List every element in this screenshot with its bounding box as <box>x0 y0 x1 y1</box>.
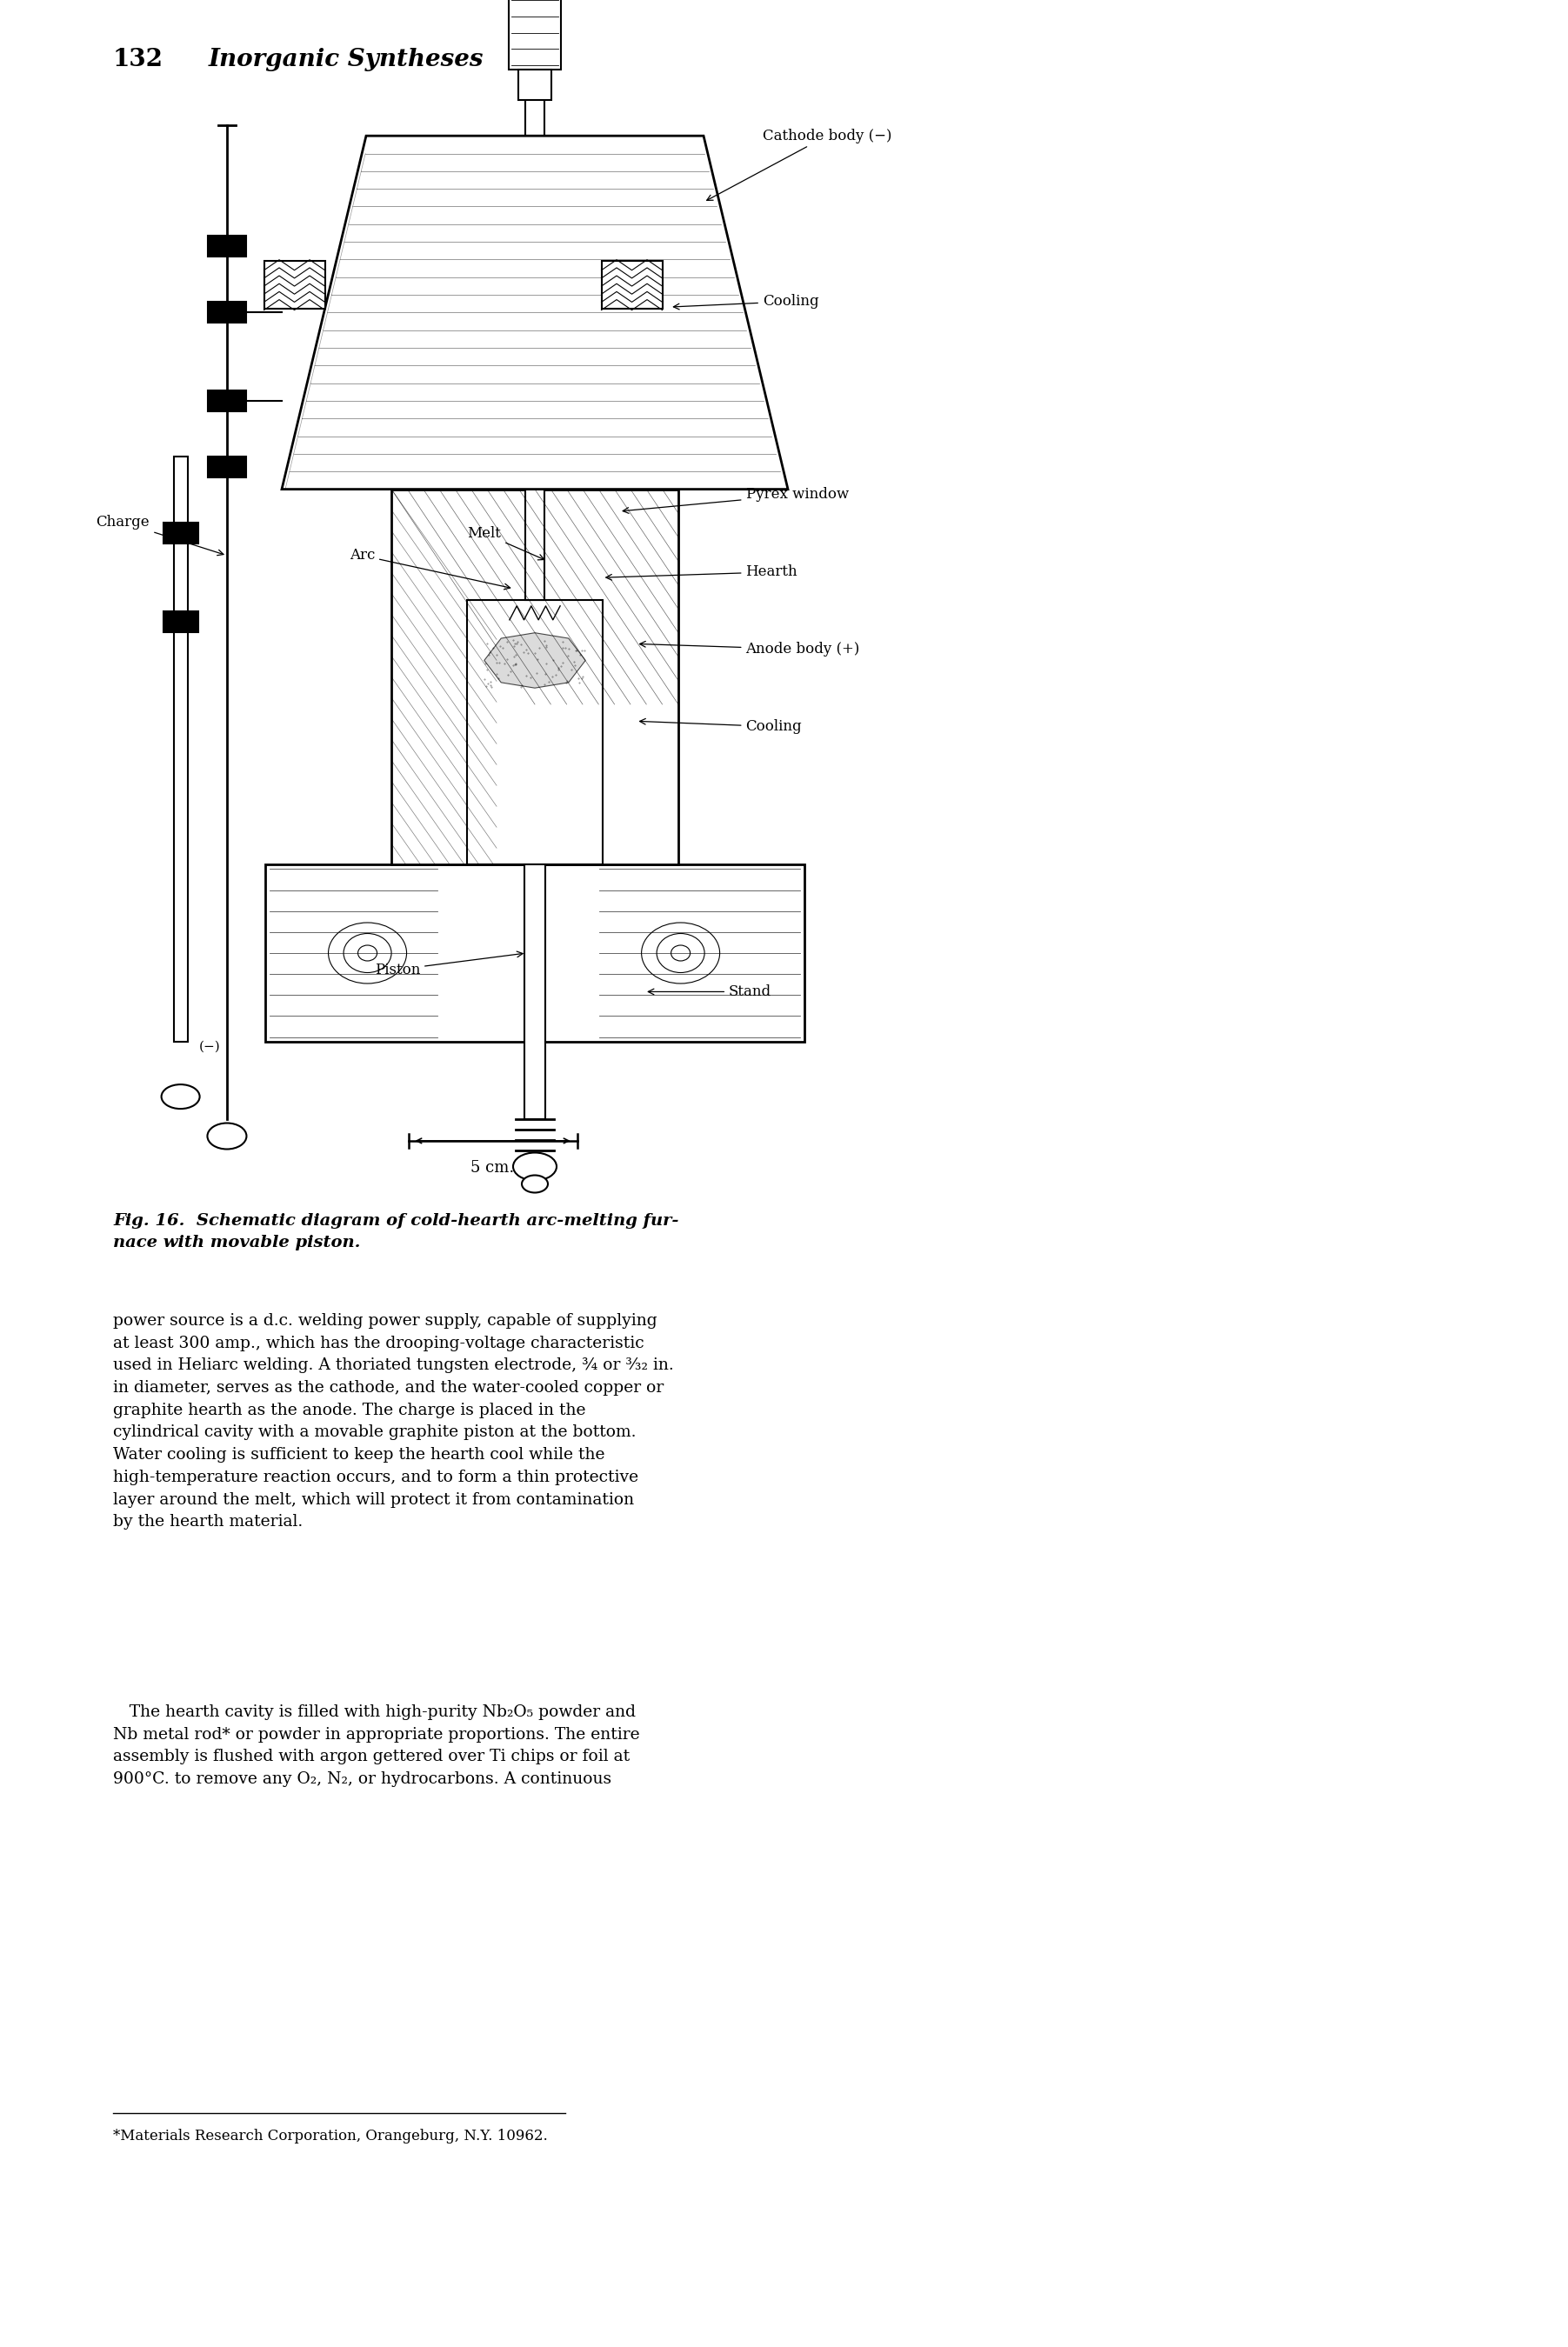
Text: *Materials Research Corporation, Orangeburg, N.Y. 10962.: *Materials Research Corporation, Orangeb… <box>113 2129 547 2143</box>
Bar <box>602 261 662 310</box>
Bar <box>263 261 325 310</box>
Bar <box>209 235 246 256</box>
Text: Pyrex window: Pyrex window <box>622 488 848 514</box>
Bar <box>209 303 246 324</box>
Text: Fig. 16.  Schematic diagram of cold-hearth arc-melting fur-
nace with movable pi: Fig. 16. Schematic diagram of cold-heart… <box>113 1213 679 1251</box>
Bar <box>525 70 544 601</box>
Polygon shape <box>282 136 787 488</box>
Text: Cathode body (−): Cathode body (−) <box>707 129 892 199</box>
Bar <box>209 390 246 411</box>
Text: The hearth cavity is filled with high-purity Nb₂O₅ powder and
Nb metal rod* or p: The hearth cavity is filled with high-pu… <box>113 1704 640 1786</box>
Text: Anode body (+): Anode body (+) <box>640 641 859 657</box>
Bar <box>524 864 546 1120</box>
Text: Stand: Stand <box>648 983 771 1000</box>
Text: (−): (−) <box>199 1040 221 1054</box>
Text: Piston: Piston <box>375 951 522 976</box>
Bar <box>209 458 246 476</box>
Bar <box>508 0 561 70</box>
Text: Hearth: Hearth <box>605 566 798 580</box>
Text: Inorganic Syntheses: Inorganic Syntheses <box>209 47 485 70</box>
Text: 132: 132 <box>113 47 163 70</box>
Ellipse shape <box>522 1176 547 1192</box>
Text: Arc: Arc <box>350 549 510 589</box>
Text: Charge: Charge <box>96 514 224 556</box>
Bar <box>265 864 804 1042</box>
Text: power source is a d.c. welding power supply, capable of supplying
at least 300 a: power source is a d.c. welding power sup… <box>113 1312 674 1530</box>
Ellipse shape <box>207 1124 246 1150</box>
Ellipse shape <box>513 1152 557 1181</box>
Bar <box>392 488 679 864</box>
Bar <box>467 601 602 864</box>
Text: Melt: Melt <box>467 526 544 561</box>
Bar <box>163 610 198 631</box>
Bar <box>163 523 198 545</box>
Text: 5 cm.: 5 cm. <box>470 1159 514 1176</box>
Text: Cooling: Cooling <box>673 293 818 310</box>
Bar <box>519 70 552 101</box>
Polygon shape <box>485 634 585 688</box>
Text: Cooling: Cooling <box>640 718 801 735</box>
Bar <box>174 455 188 1042</box>
Ellipse shape <box>162 1084 199 1108</box>
